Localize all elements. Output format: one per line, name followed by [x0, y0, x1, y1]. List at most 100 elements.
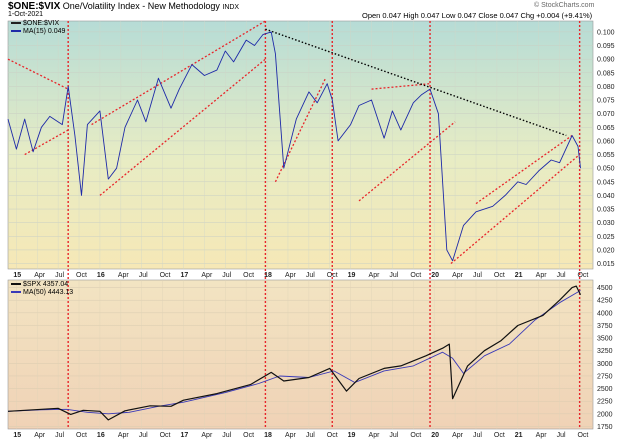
- trendline: [274, 77, 327, 183]
- legend-swatch: [11, 22, 21, 25]
- x-tick-label: Oct: [76, 272, 87, 279]
- top-y-axis: 0.015 0.020 0.025 0.030 0.035 0.040 0.045 0.050…: [597, 29, 615, 268]
- x-tick-label: Apr: [369, 432, 381, 439]
- ohlc-readout: Open 0.047 High 0.047 Low 0.047 Close 0.…: [362, 11, 593, 20]
- x-tick-label: Jul: [139, 272, 148, 279]
- legend-swatch: [11, 283, 21, 286]
- bottom-legend: $SPX 4357.04 MA(50) 4443.13: [11, 281, 73, 297]
- x-tick-label: Oct: [243, 272, 254, 279]
- y-tick-label: 0.050: [597, 166, 615, 173]
- x-tick-label: Jul: [306, 272, 315, 279]
- x-tick-label: Apr: [201, 432, 213, 439]
- exchange-label: INDX: [222, 4, 240, 11]
- trendline-annotations: [7, 20, 581, 429]
- series-line-ratio-ma: [7, 31, 581, 262]
- x-tick-label: Apr: [285, 272, 297, 279]
- x-tick-label: Apr: [285, 432, 297, 439]
- x-tick-label: Oct: [160, 432, 171, 439]
- x-tick-label: Jul: [473, 432, 482, 439]
- legend-swatch: [11, 291, 21, 294]
- x-tick-label: Apr: [34, 272, 46, 279]
- legend-item-ratio: $ONE:$VIX: [11, 20, 65, 28]
- y-tick-label: 0.030: [597, 220, 615, 227]
- x-tick-label: Oct: [494, 432, 505, 439]
- x-tick-label: Jul: [389, 272, 398, 279]
- trendline: [450, 154, 581, 265]
- x-tick-label: Jul: [139, 432, 148, 439]
- trendline: [91, 20, 266, 126]
- x-tick-label: Jul: [389, 432, 398, 439]
- x-tick-label: Oct: [243, 432, 254, 439]
- y-tick-label: 0.090: [597, 57, 615, 64]
- x-tick-label: Jul: [557, 272, 566, 279]
- x-tick-label: Jul: [222, 272, 231, 279]
- y-tick-label: 1750: [597, 424, 613, 431]
- y-tick-label: 2500: [597, 386, 613, 393]
- x-tick-label: 21: [515, 272, 523, 279]
- bottom-panel-bg: [7, 279, 594, 430]
- x-tick-label: Oct: [327, 272, 338, 279]
- y-tick-label: 2000: [597, 411, 613, 418]
- x-tick-label: Jul: [55, 272, 64, 279]
- x-tick-label: Oct: [160, 272, 171, 279]
- y-tick-label: 0.085: [597, 70, 615, 77]
- series-line-spx-ma50: [7, 290, 581, 415]
- x-tick-label: 20: [431, 432, 439, 439]
- resistance-line: [265, 28, 567, 137]
- x-tick-label: Apr: [369, 272, 381, 279]
- y-tick-label: 0.065: [597, 125, 615, 132]
- y-tick-label: 3250: [597, 348, 613, 355]
- x-tick-label: Apr: [536, 272, 548, 279]
- trendline: [371, 83, 431, 90]
- y-tick-label: 2250: [597, 399, 613, 406]
- x-tick-label: 20: [431, 272, 439, 279]
- x-tick-label: 19: [348, 272, 356, 279]
- x-tick-label: Apr: [452, 272, 464, 279]
- y-tick-label: 2750: [597, 373, 613, 380]
- y-tick-label: 0.075: [597, 98, 615, 105]
- x-tick-label: 16: [97, 272, 105, 279]
- y-tick-label: 0.100: [597, 29, 615, 36]
- x-tick-label: Jul: [222, 432, 231, 439]
- trendline: [7, 58, 69, 90]
- chart-title-line: $ONE:$VIX One/Volatility Index - New Met…: [8, 1, 239, 12]
- trendline: [24, 129, 69, 156]
- y-tick-label: 0.020: [597, 247, 615, 254]
- x-tick-label: Apr: [118, 432, 130, 439]
- y-tick-label: 0.035: [597, 207, 615, 214]
- date-label: 1-Oct-2021: [8, 11, 44, 18]
- bottom-grid: [8, 280, 593, 429]
- watermark: © StockCharts.com: [534, 2, 595, 9]
- y-tick-label: 0.080: [597, 84, 615, 91]
- x-tick-label: Oct: [327, 432, 338, 439]
- y-tick-label: 3000: [597, 361, 613, 368]
- top-x-axis: 15 Apr Jul Oct 16 Apr Jul Oct 17 Apr Jul Oct 18 Apr Ju…: [13, 272, 588, 279]
- x-tick-label: 17: [181, 272, 189, 279]
- y-tick-label: 0.060: [597, 138, 615, 145]
- x-tick-label: 21: [515, 432, 523, 439]
- y-tick-label: 4000: [597, 310, 613, 317]
- trendline: [358, 121, 456, 202]
- series-line-spx: [7, 285, 582, 421]
- legend-label: $SPX 4357.04: [23, 281, 69, 288]
- y-tick-label: 3500: [597, 336, 613, 343]
- top-grid: [8, 21, 593, 269]
- legend-label: MA(15) 0.049: [23, 28, 66, 35]
- x-tick-label: Apr: [452, 432, 464, 439]
- x-tick-label: 19: [348, 432, 356, 439]
- y-tick-label: 0.055: [597, 152, 615, 159]
- y-tick-label: 4250: [597, 298, 613, 305]
- x-tick-label: Jul: [306, 432, 315, 439]
- x-tick-label: 15: [13, 432, 21, 439]
- symbol-title: $ONE:$VIX: [8, 1, 61, 12]
- legend-item-ma: MA(15) 0.049: [11, 28, 65, 36]
- x-tick-label: Oct: [76, 432, 87, 439]
- y-tick-label: 0.015: [597, 261, 615, 268]
- legend-swatch: [11, 30, 21, 33]
- y-tick-label: 4500: [597, 285, 613, 292]
- x-tick-label: 16: [97, 432, 105, 439]
- legend-label: $ONE:$VIX: [23, 20, 60, 27]
- x-tick-label: 18: [264, 272, 272, 279]
